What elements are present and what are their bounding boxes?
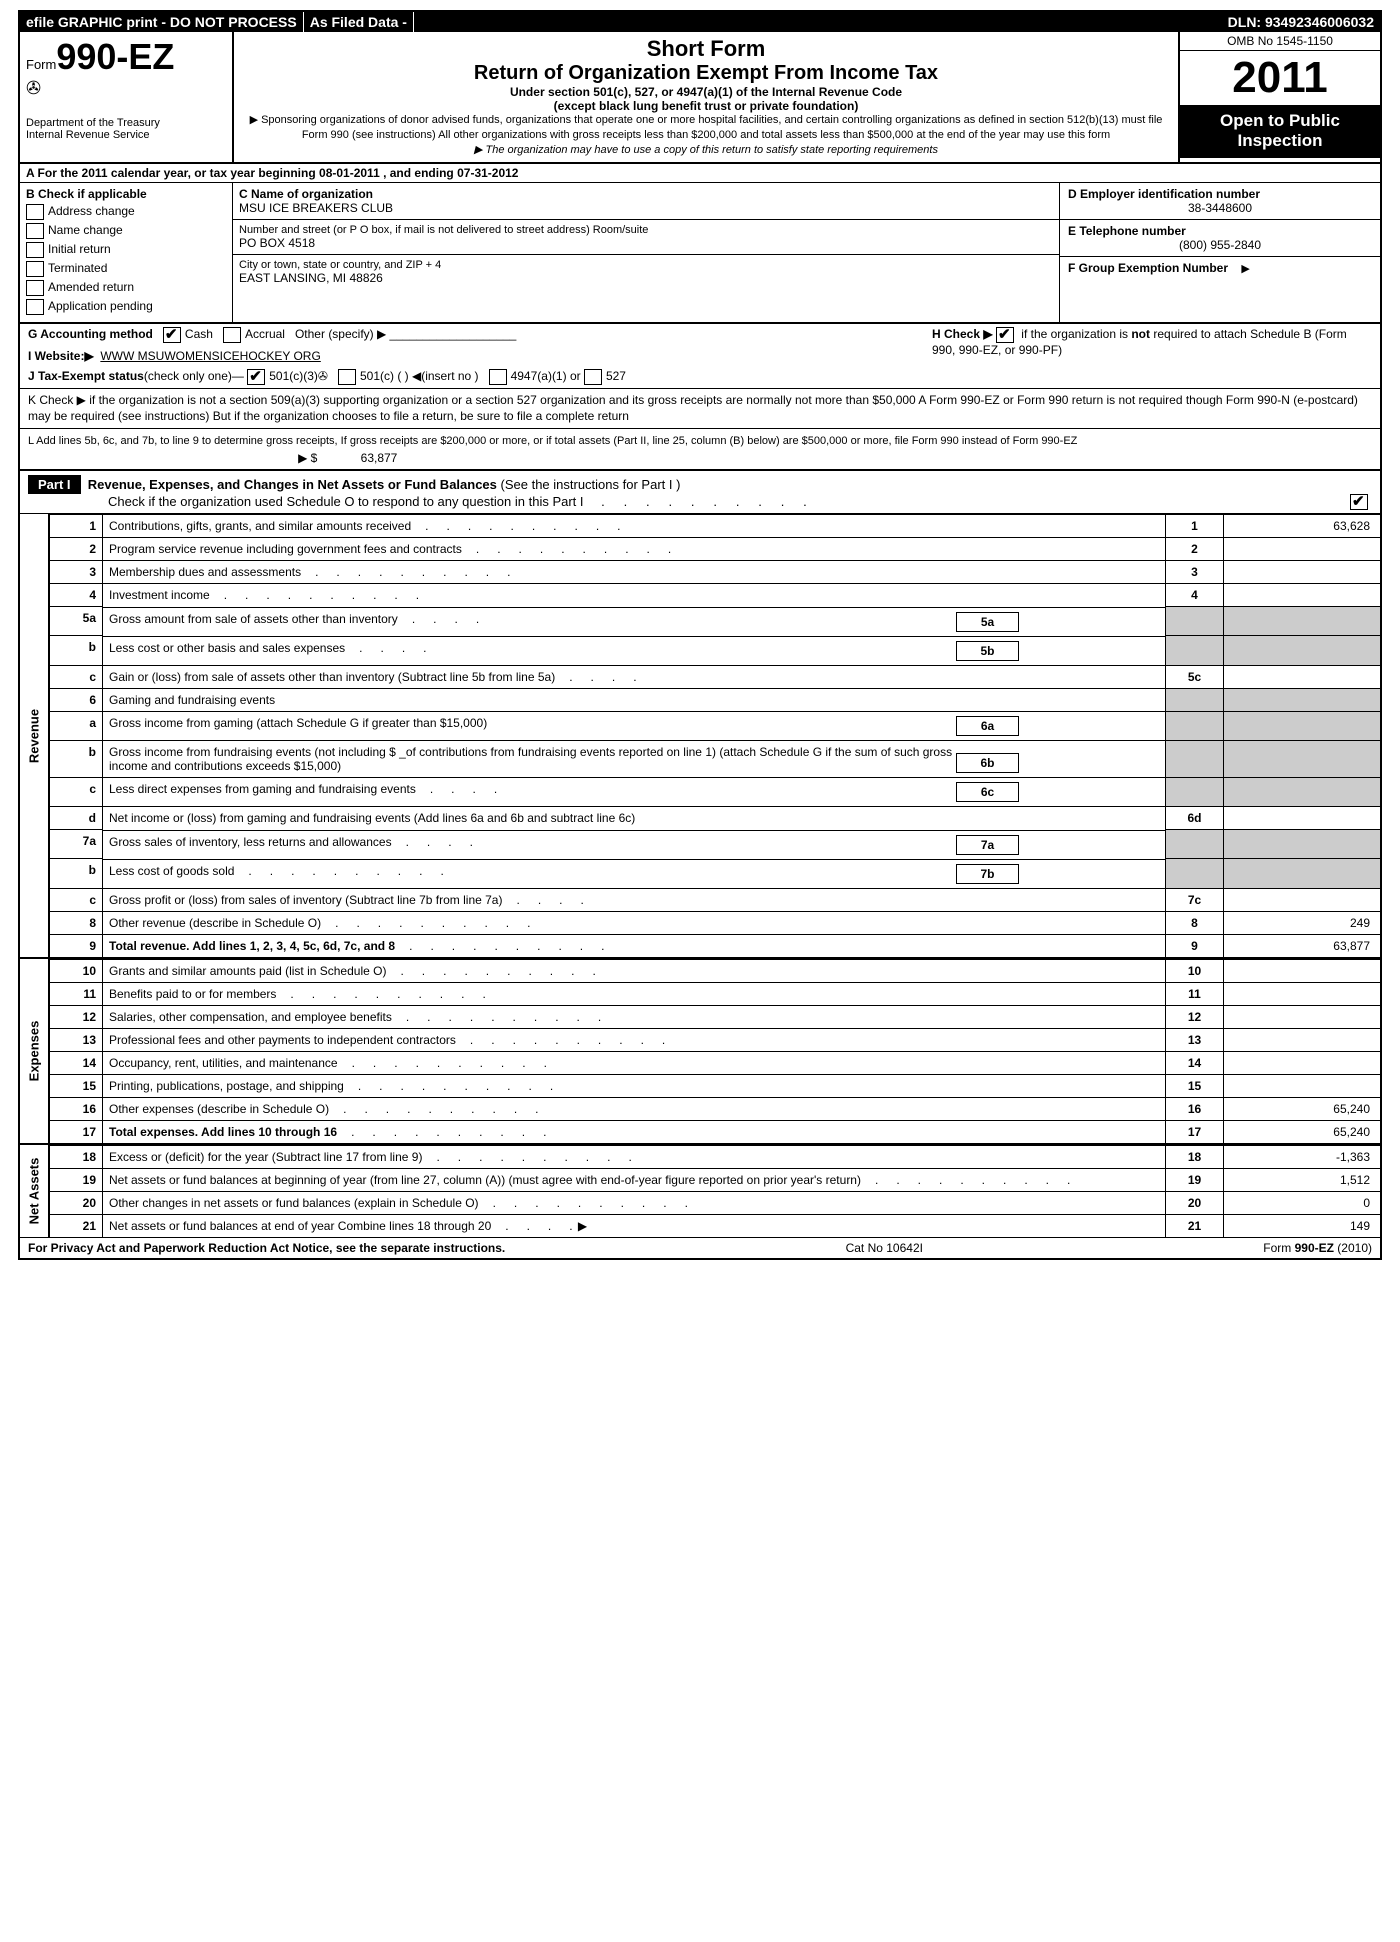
row-g: G Accounting method Cash Accrual Other (…	[20, 324, 922, 346]
group-exemption-label: F Group Exemption Number	[1068, 261, 1228, 275]
check-schedule-b-not-required[interactable]	[996, 327, 1014, 343]
row-l: L Add lines 5b, 6c, and 7b, to line 9 to…	[20, 428, 1380, 469]
ein-label: D Employer identification number	[1068, 187, 1372, 201]
dept-irs: Internal Revenue Service	[26, 129, 226, 141]
revenue-section: Revenue 1Contributions, gifts, grants, a…	[20, 513, 1380, 957]
line-17-value: 65,240	[1224, 1120, 1381, 1143]
col-def: D Employer identification number 38-3448…	[1060, 183, 1380, 322]
tax-year: 2011	[1180, 51, 1380, 105]
line-1-value: 63,628	[1224, 515, 1381, 538]
part1-label: Part I	[28, 475, 81, 494]
check-501c3[interactable]	[247, 369, 265, 385]
line-8-value: 249	[1224, 911, 1381, 934]
expenses-section: Expenses 10Grants and similar amounts pa…	[20, 957, 1380, 1143]
ein-value: 38-3448600	[1068, 201, 1372, 215]
form-990ez: efile GRAPHIC print - DO NOT PROCESS As …	[18, 10, 1382, 1260]
line-21-value: 149	[1224, 1214, 1381, 1237]
form-number: 990-EZ	[56, 36, 174, 77]
col-b-checkboxes: B Check if applicable Address change Nam…	[20, 183, 233, 322]
header: Form990-EZ ✇ Department of the Treasury …	[20, 32, 1380, 164]
check-527[interactable]	[584, 369, 602, 385]
row-k: K Check ▶ if the organization is not a s…	[20, 388, 1380, 429]
col-c-orginfo: C Name of organization MSU ICE BREAKERS …	[233, 183, 1060, 322]
subtitle-2: (except black lung benefit trust or priv…	[244, 99, 1168, 113]
block-bcdef: B Check if applicable Address change Nam…	[20, 183, 1380, 324]
row-h: H Check ▶ if the organization is not req…	[922, 324, 1380, 388]
footer-left: For Privacy Act and Paperwork Reduction …	[28, 1241, 505, 1255]
website-value: WWW MSUWOMENSICEHOCKEY ORG	[100, 349, 320, 363]
check-schedule-o-used[interactable]	[1350, 494, 1368, 510]
line-20-value: 0	[1224, 1191, 1381, 1214]
expenses-table: 10Grants and similar amounts paid (list …	[50, 959, 1380, 1143]
city-label: City or town, state or country, and ZIP …	[239, 259, 1053, 271]
form-prefix: Form	[26, 57, 56, 72]
omb-number: OMB No 1545-1150	[1180, 32, 1380, 51]
phone-label: E Telephone number	[1068, 224, 1372, 238]
check-cash[interactable]	[163, 327, 181, 343]
check-amended[interactable]	[26, 280, 44, 296]
footer-right: Form Form 990-EZ (2010)990-EZ (2010)	[1263, 1241, 1372, 1255]
section-a: A For the 2011 calendar year, or tax yea…	[20, 164, 1380, 183]
check-name-change[interactable]	[26, 223, 44, 239]
org-address: PO BOX 4518	[239, 236, 1053, 250]
line-18-value: -1,363	[1224, 1145, 1381, 1168]
check-initial-return[interactable]	[26, 242, 44, 258]
org-name: MSU ICE BREAKERS CLUB	[239, 201, 1053, 215]
efile-label: efile GRAPHIC print - DO NOT PROCESS	[20, 12, 304, 32]
revenue-label: Revenue	[27, 708, 42, 762]
netassets-label: Net Assets	[27, 1157, 42, 1224]
expenses-label: Expenses	[27, 1020, 42, 1081]
phone-value: (800) 955-2840	[1068, 238, 1372, 252]
header-note-2: ▶ The organization may have to use a cop…	[244, 143, 1168, 158]
header-right: OMB No 1545-1150 2011 Open to Public Ins…	[1178, 32, 1380, 162]
org-city: EAST LANSING, MI 48826	[239, 271, 1053, 285]
part1-header: Part I Revenue, Expenses, and Changes in…	[20, 469, 1380, 513]
footer-mid: Cat No 10642I	[846, 1241, 923, 1255]
subtitle-1: Under section 501(c), 527, or 4947(a)(1)…	[244, 85, 1168, 99]
check-address-change[interactable]	[26, 204, 44, 220]
netassets-table: 18Excess or (deficit) for the year (Subt…	[50, 1145, 1380, 1237]
row-j: J Tax-Exempt status(check only one)— 501…	[20, 366, 922, 388]
check-4947[interactable]	[489, 369, 507, 385]
org-name-label: C Name of organization	[239, 187, 1053, 201]
header-center: Short Form Return of Organization Exempt…	[234, 32, 1178, 162]
short-form: Short Form	[244, 36, 1168, 62]
netassets-section: Net Assets 18Excess or (deficit) for the…	[20, 1143, 1380, 1237]
header-note-1: ▶ Sponsoring organizations of donor advi…	[244, 113, 1168, 143]
line-19-value: 1,512	[1224, 1168, 1381, 1191]
asfiled-label: As Filed Data -	[304, 12, 414, 32]
top-bar: efile GRAPHIC print - DO NOT PROCESS As …	[20, 12, 1380, 32]
gross-receipts-amount: 63,877	[361, 451, 398, 465]
header-left: Form990-EZ ✇ Department of the Treasury …	[20, 32, 234, 162]
dln: DLN: 93492346006032	[1222, 12, 1380, 32]
line-16-value: 65,240	[1224, 1097, 1381, 1120]
check-accrual[interactable]	[223, 327, 241, 343]
addr-label: Number and street (or P O box, if mail i…	[239, 224, 1053, 236]
form-title: Return of Organization Exempt From Incom…	[244, 62, 1168, 85]
open-to-public: Open to Public Inspection	[1180, 105, 1380, 158]
revenue-table: 1Contributions, gifts, grants, and simil…	[50, 514, 1380, 957]
gh-row: G Accounting method Cash Accrual Other (…	[20, 324, 1380, 388]
check-501c[interactable]	[338, 369, 356, 385]
dept-treasury: Department of the Treasury	[26, 117, 226, 129]
check-application-pending[interactable]	[26, 299, 44, 315]
row-i: I Website:▶ WWW MSUWOMENSICEHOCKEY ORG	[20, 346, 922, 366]
check-terminated[interactable]	[26, 261, 44, 277]
line-9-value: 63,877	[1224, 934, 1381, 957]
footer: For Privacy Act and Paperwork Reduction …	[20, 1237, 1380, 1258]
